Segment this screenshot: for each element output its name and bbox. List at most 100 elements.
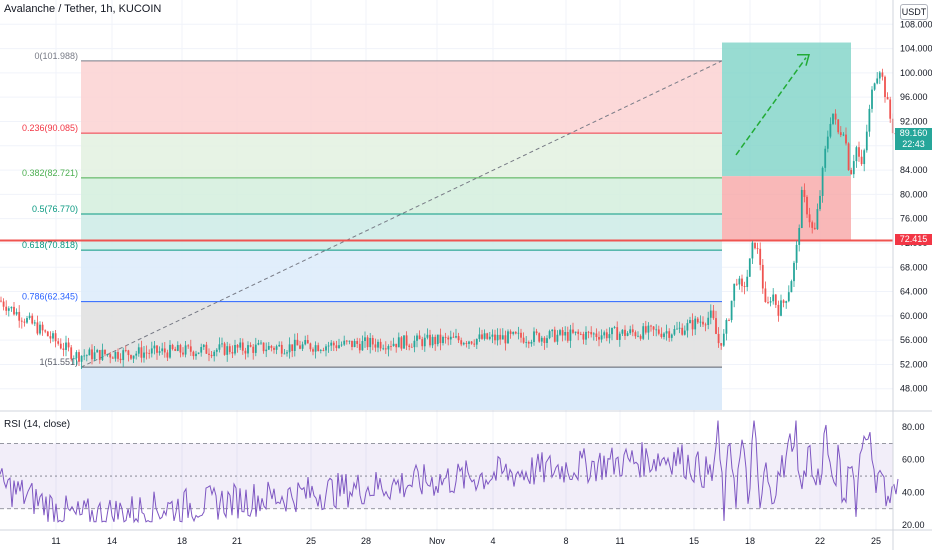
candle <box>733 283 736 308</box>
candle-body <box>868 108 871 132</box>
candle <box>423 333 426 352</box>
candle <box>566 326 569 343</box>
candle <box>153 340 156 355</box>
candle-body <box>488 336 491 339</box>
candle-body <box>803 189 806 197</box>
candle <box>624 325 626 340</box>
candle-body <box>852 161 855 175</box>
candle <box>361 335 364 351</box>
price-tick-label: 68.000 <box>900 262 928 272</box>
candle <box>184 341 187 358</box>
candle <box>803 183 806 203</box>
candle <box>23 318 26 327</box>
candle <box>169 340 171 359</box>
candle <box>868 104 871 137</box>
candle-body <box>31 315 34 324</box>
candle-body <box>650 325 652 327</box>
candle <box>26 316 28 324</box>
candle <box>444 332 447 344</box>
candle <box>686 319 689 338</box>
candle <box>696 316 699 325</box>
candle <box>392 337 395 347</box>
candle <box>548 329 551 340</box>
candle <box>319 349 322 354</box>
candle-body <box>845 134 847 144</box>
candle-body <box>728 319 730 321</box>
candle <box>59 338 62 350</box>
candle <box>522 332 525 344</box>
candle <box>364 331 366 348</box>
candle <box>873 82 876 91</box>
fib-zone <box>81 367 722 410</box>
candle <box>717 327 720 348</box>
fib-zone <box>81 250 722 302</box>
candle-body <box>462 343 465 345</box>
candle-body <box>78 352 80 362</box>
candle-body <box>618 333 621 340</box>
candle <box>254 337 257 357</box>
candle <box>663 332 665 340</box>
candle <box>478 327 481 342</box>
currency-selector[interactable]: USDT <box>900 4 928 20</box>
candle-body <box>863 150 866 165</box>
candle-body <box>611 327 613 335</box>
candle <box>819 190 821 212</box>
candle-body <box>364 337 366 342</box>
candle <box>787 285 790 303</box>
candle <box>286 350 288 357</box>
price-tick-label: 76.000 <box>900 214 928 224</box>
time-tick-label: 15 <box>689 536 699 546</box>
fib-zone <box>81 133 722 178</box>
candle-body <box>340 344 343 346</box>
candle <box>858 141 860 162</box>
candle-body <box>226 346 229 355</box>
candle-body <box>221 343 223 345</box>
candle-body <box>785 301 788 303</box>
candle <box>247 341 249 358</box>
candle-body <box>520 332 522 338</box>
candle-body <box>332 342 335 346</box>
candle-body <box>371 337 374 345</box>
candle <box>280 341 283 357</box>
candle <box>325 344 327 357</box>
candle-body <box>124 350 127 351</box>
candle-body <box>751 242 754 259</box>
candle <box>314 341 317 359</box>
candle <box>691 313 694 336</box>
candle <box>728 318 730 322</box>
candle-body <box>176 345 179 351</box>
candle <box>218 337 221 353</box>
candle <box>725 318 728 341</box>
candle <box>96 348 99 353</box>
candle-body <box>652 326 655 330</box>
fib-zone <box>81 60 722 134</box>
candle-body <box>660 333 663 337</box>
candle <box>358 338 361 354</box>
candle <box>709 304 712 325</box>
candle <box>754 242 756 250</box>
candle-body <box>161 348 164 352</box>
candle-body <box>767 302 769 303</box>
candle <box>886 92 889 100</box>
candle <box>67 337 70 352</box>
candle <box>741 274 743 293</box>
candle <box>7 306 10 317</box>
time-tick-label: 18 <box>177 536 187 546</box>
candle-body <box>28 315 31 319</box>
candle <box>114 351 117 362</box>
candle <box>421 336 424 350</box>
candle-body <box>228 346 231 353</box>
candle <box>712 304 715 320</box>
candle <box>481 329 483 340</box>
candle-body <box>457 336 460 341</box>
candle-body <box>683 330 686 335</box>
candle <box>865 124 868 153</box>
candle <box>244 347 247 360</box>
candle-body <box>535 331 538 334</box>
candle-body <box>439 334 442 344</box>
candle-body <box>252 346 255 353</box>
candle <box>340 341 343 347</box>
candle-body <box>722 333 725 346</box>
candle-body <box>795 244 798 263</box>
candle-body <box>119 358 122 361</box>
